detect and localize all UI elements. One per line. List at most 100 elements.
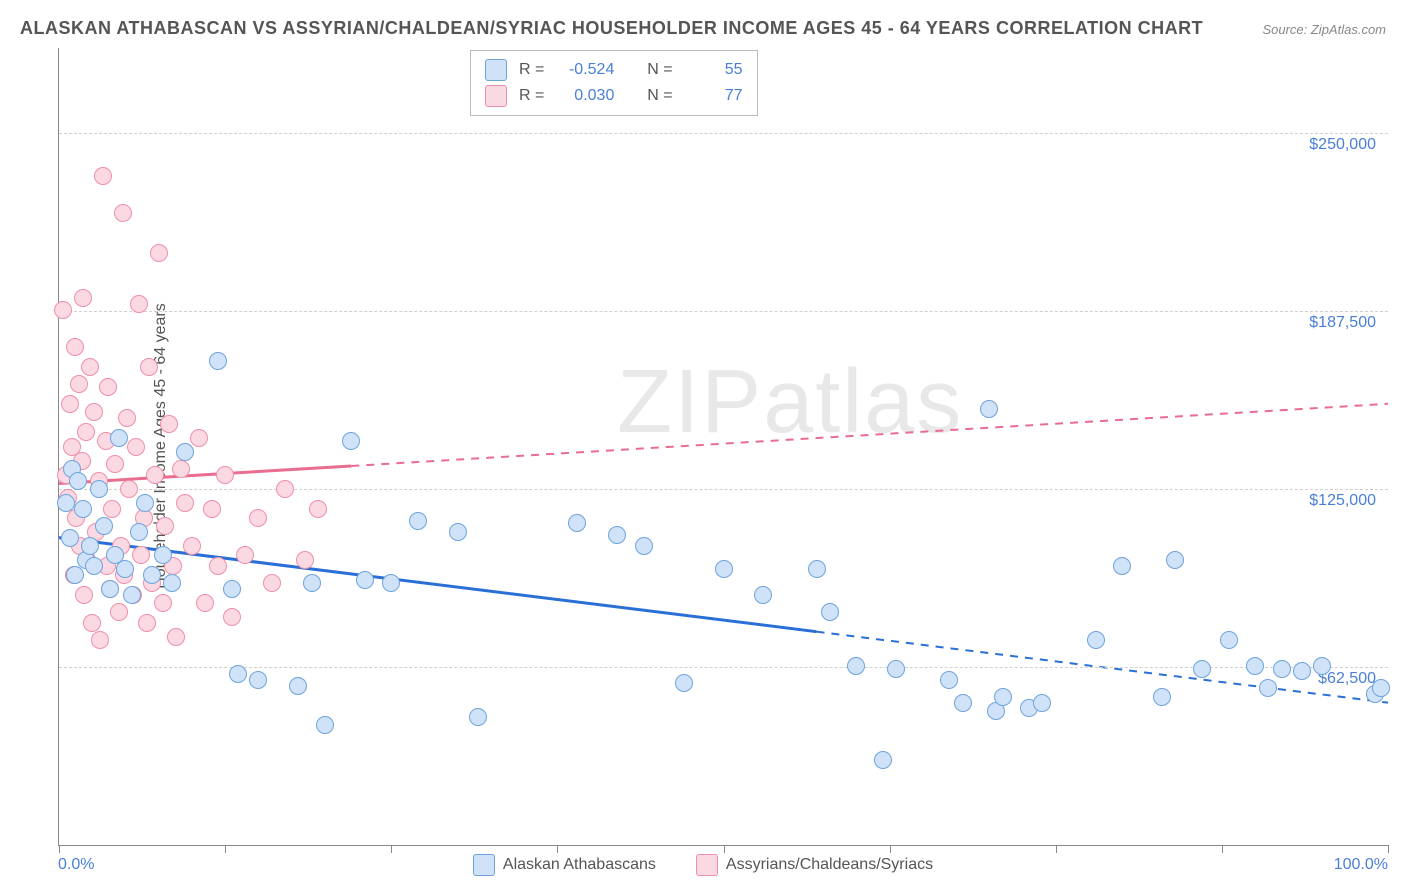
data-point-blue [130, 523, 148, 541]
data-point-pink [196, 594, 214, 612]
x-tick [1388, 845, 1389, 853]
r-label: R = [519, 61, 544, 79]
data-point-blue [143, 566, 161, 584]
x-tick [724, 845, 725, 853]
data-point-blue [754, 586, 772, 604]
data-point-blue [715, 560, 733, 578]
data-point-pink [190, 429, 208, 447]
data-point-blue [409, 512, 427, 530]
n-value-blue: 55 [685, 61, 743, 79]
data-point-blue [994, 688, 1012, 706]
n-label: N = [647, 61, 672, 79]
data-point-pink [99, 378, 117, 396]
data-point-pink [140, 358, 158, 376]
data-point-pink [61, 395, 79, 413]
x-tick [1222, 845, 1223, 853]
data-point-blue [289, 677, 307, 695]
data-point-blue [568, 514, 586, 532]
data-point-pink [54, 301, 72, 319]
data-point-blue [1293, 662, 1311, 680]
r-value-pink: 0.030 [556, 87, 614, 105]
swatch-pink [485, 85, 507, 107]
data-point-pink [150, 244, 168, 262]
data-point-blue [154, 546, 172, 564]
data-point-blue [1246, 657, 1264, 675]
data-point-blue [136, 494, 154, 512]
data-point-blue [223, 580, 241, 598]
y-tick-label: $250,000 [1309, 136, 1376, 154]
data-point-blue [163, 574, 181, 592]
x-tick [225, 845, 226, 853]
data-point-pink [138, 614, 156, 632]
data-point-blue [887, 660, 905, 678]
data-point-blue [847, 657, 865, 675]
data-point-pink [110, 603, 128, 621]
data-point-blue [608, 526, 626, 544]
data-point-pink [203, 500, 221, 518]
data-point-blue [635, 537, 653, 555]
data-point-blue [116, 560, 134, 578]
data-point-blue [110, 429, 128, 447]
data-point-blue [101, 580, 119, 598]
data-point-pink [114, 204, 132, 222]
data-point-pink [276, 480, 294, 498]
data-point-blue [356, 571, 374, 589]
data-point-pink [130, 295, 148, 313]
data-point-blue [69, 472, 87, 490]
data-point-pink [81, 358, 99, 376]
data-point-blue [249, 671, 267, 689]
chart-title: ALASKAN ATHABASCAN VS ASSYRIAN/CHALDEAN/… [20, 18, 1203, 39]
data-point-blue [61, 529, 79, 547]
regression-line-dashed-pink [351, 404, 1388, 466]
data-point-pink [120, 480, 138, 498]
data-point-pink [223, 608, 241, 626]
data-point-pink [209, 557, 227, 575]
data-point-blue [57, 494, 75, 512]
bottom-legend: Alaskan Athabascans Assyrians/Chaldeans/… [0, 854, 1406, 876]
data-point-blue [229, 665, 247, 683]
data-point-blue [342, 432, 360, 450]
data-point-pink [154, 594, 172, 612]
data-point-blue [176, 443, 194, 461]
data-point-blue [1313, 657, 1331, 675]
gridline [59, 489, 1388, 490]
data-point-blue [74, 500, 92, 518]
data-point-pink [75, 586, 93, 604]
data-point-pink [74, 289, 92, 307]
data-point-blue [1153, 688, 1171, 706]
data-point-pink [83, 614, 101, 632]
data-point-blue [1273, 660, 1291, 678]
y-tick-label: $187,500 [1309, 314, 1376, 332]
data-point-pink [132, 546, 150, 564]
data-point-pink [85, 403, 103, 421]
data-point-blue [449, 523, 467, 541]
data-point-blue [85, 557, 103, 575]
data-point-blue [1033, 694, 1051, 712]
data-point-blue [675, 674, 693, 692]
data-point-blue [1220, 631, 1238, 649]
data-point-pink [309, 500, 327, 518]
data-point-blue [90, 480, 108, 498]
data-point-blue [821, 603, 839, 621]
source-label: Source: ZipAtlas.com [1262, 22, 1386, 37]
r-label: R = [519, 87, 544, 105]
y-tick-label: $125,000 [1309, 492, 1376, 510]
data-point-pink [77, 423, 95, 441]
data-point-pink [91, 631, 109, 649]
legend-label-blue: Alaskan Athabascans [503, 856, 656, 874]
regression-lines-svg [59, 48, 1388, 845]
data-point-pink [236, 546, 254, 564]
data-point-pink [103, 500, 121, 518]
watermark: ZIPatlas [617, 351, 963, 454]
gridline [59, 667, 1388, 668]
data-point-blue [874, 751, 892, 769]
n-label: N = [647, 87, 672, 105]
data-point-pink [94, 167, 112, 185]
x-tick [1056, 845, 1057, 853]
data-point-pink [172, 460, 190, 478]
data-point-pink [70, 375, 88, 393]
x-tick [557, 845, 558, 853]
x-tick [59, 845, 60, 853]
data-point-blue [1087, 631, 1105, 649]
legend-item-blue: Alaskan Athabascans [473, 854, 656, 876]
